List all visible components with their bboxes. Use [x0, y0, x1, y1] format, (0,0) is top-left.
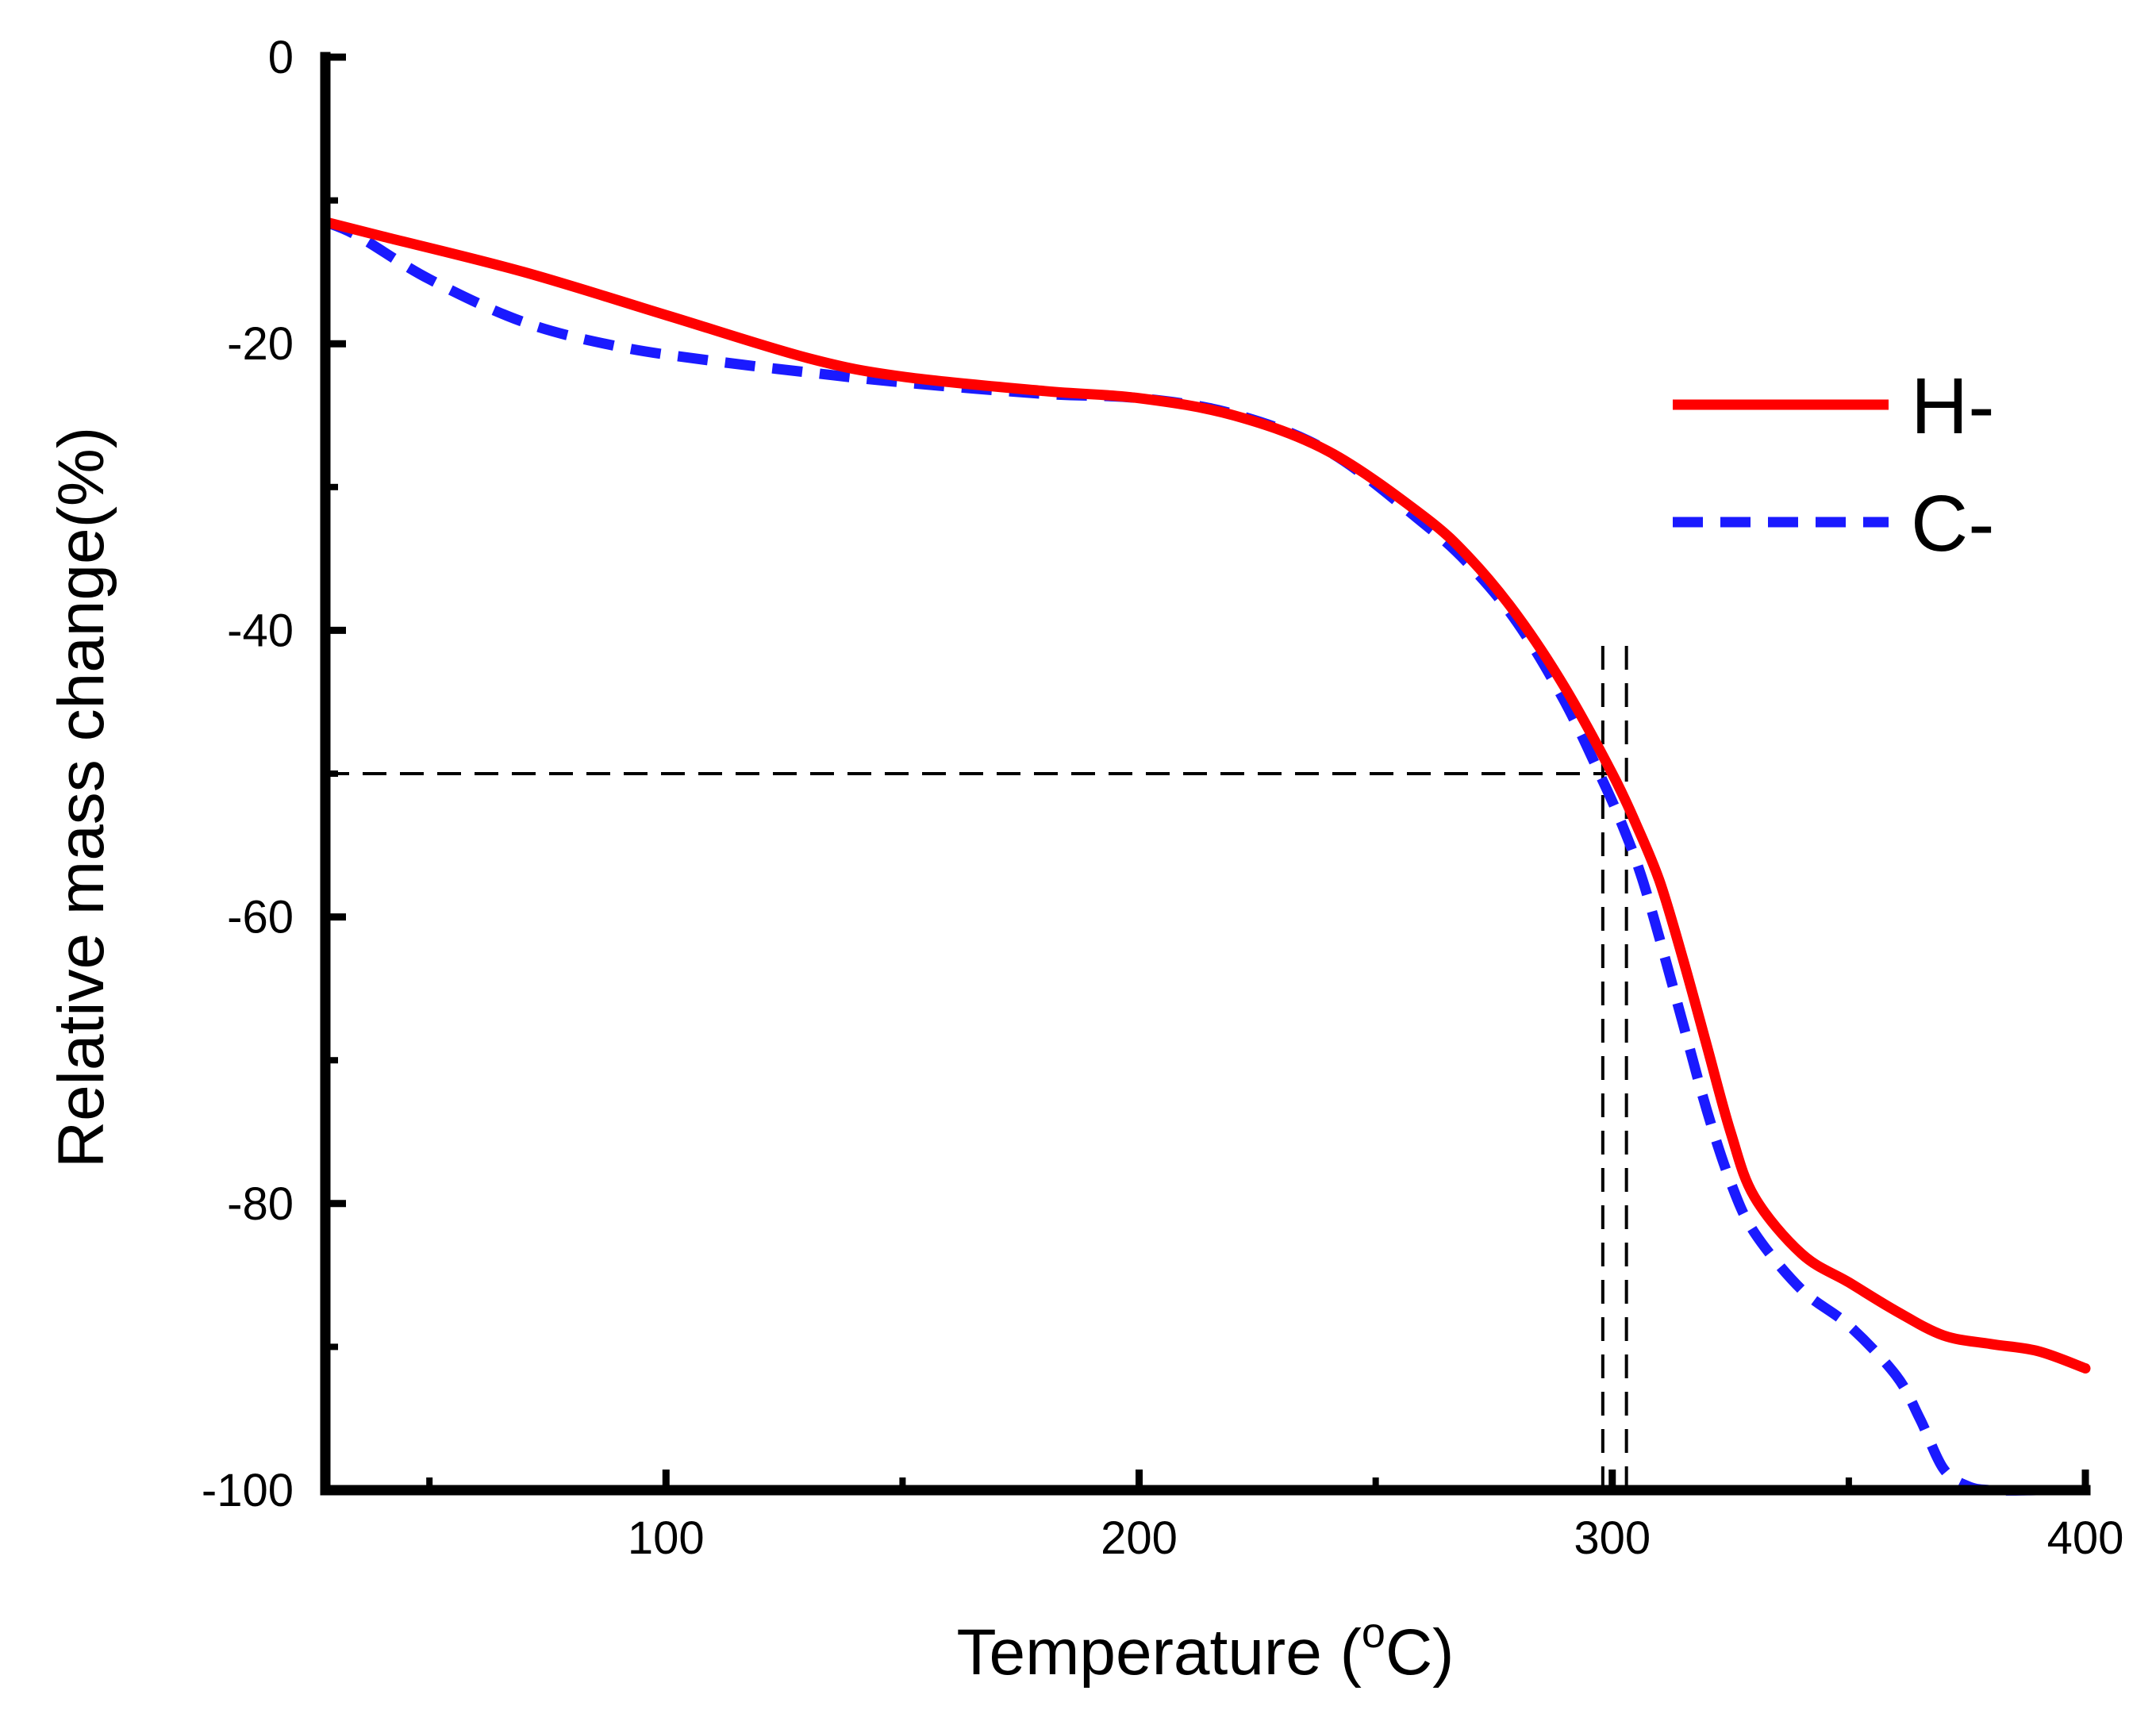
series-layer: [320, 217, 2091, 1496]
x-tick-label: 300: [1574, 1512, 1651, 1564]
x-axis-title: Temperature (oC): [957, 1609, 1455, 1689]
tick-labels: 100 200 300 400 0 -20 -40 -60 -80 -100: [202, 32, 2123, 1564]
legend: H- C-: [1673, 362, 1995, 568]
y-tick-label: -100: [202, 1465, 294, 1516]
y-tick-label: -40: [227, 605, 294, 656]
x-axis-title-unit: C): [1385, 1616, 1455, 1689]
reference-lines: [325, 644, 1628, 1490]
x-axis-title-superscript: o: [1362, 1609, 1385, 1657]
x-tick-label: 400: [2047, 1512, 2124, 1564]
legend-label: H-: [1911, 362, 1995, 451]
x-axis-title-main: Temperature (: [957, 1616, 1362, 1689]
x-tick-label: 100: [628, 1512, 705, 1564]
y-axis-title: Relative mass change(%): [45, 427, 117, 1168]
axis-ticks: [325, 53, 2089, 1494]
legend-label: C-: [1911, 479, 1995, 568]
series-line-h: [320, 217, 2091, 1374]
y-tick-label: 0: [268, 32, 294, 83]
y-tick-label: -60: [227, 892, 294, 943]
x-tick-label: 200: [1101, 1512, 1178, 1564]
y-tick-label: -20: [227, 318, 294, 370]
y-tick-label: -80: [227, 1178, 294, 1230]
